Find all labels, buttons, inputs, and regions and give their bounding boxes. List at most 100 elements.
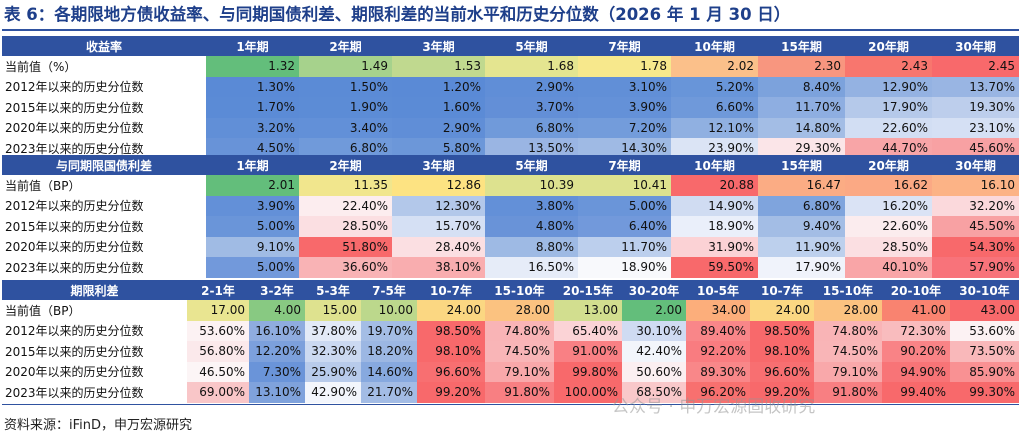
value-cell: 18.90% [671,216,758,237]
yield-table: 收益率 1年期 2年期 3年期 5年期 7年期 10年期 15年期 20年期 30年期 当前值（%）… [2,36,1019,159]
value-cell: 42.40% [622,341,686,362]
value-cell: 28.00 [485,300,554,321]
value-cell: 1.68 [485,56,578,77]
value-cell: 94.90% [882,361,950,382]
table-row: 2012年以来的历史分位数 53.60% 16.10% 37.80% 19.70% 98.… [2,320,1019,341]
value-cell: 2.45 [932,56,1019,77]
value-cell: 5.20% [671,76,758,97]
row-label: 2020年以来的历史分位数 [5,365,144,380]
row-label: 2012年以来的历史分位数 [5,199,144,214]
value-cell: 99.40% [882,382,950,403]
value-cell: 10.00 [361,300,417,321]
table-row: 2020年以来的历史分位数 9.10% 51.80% 28.40% 8.80% 11.70… [2,236,1019,257]
row-label: 当前值（BP） [5,178,81,193]
value-cell: 3.40% [299,117,392,138]
value-cell: 96.20% [686,382,750,403]
value-cell: 1.50% [299,76,392,97]
value-cell: 1.30% [206,76,299,97]
value-cell: 96.60% [750,361,814,382]
row-label: 2023年以来的历史分位数 [5,260,144,275]
column-header: 2年期 [299,36,392,56]
value-cell: 2.90% [485,76,578,97]
value-cell: 23.10% [932,117,1019,138]
value-cell: 11.90% [758,236,845,257]
value-cell: 2.00 [622,300,686,321]
row-label: 当前值（%） [5,59,77,74]
column-header: 15-10年 [814,280,882,300]
column-header: 20年期 [845,155,932,175]
value-cell: 3.90% [206,195,299,216]
value-cell: 99.80% [554,361,622,382]
column-header: 3-2年 [249,280,305,300]
value-cell: 25.90% [305,361,361,382]
value-cell: 59.50% [671,257,758,278]
value-cell: 99.20% [417,382,485,403]
value-cell: 1.70% [206,97,299,118]
value-cell: 14.90% [671,195,758,216]
value-cell: 56.80% [187,341,249,362]
column-header: 2年期 [299,155,392,175]
value-cell: 12.86 [392,175,485,196]
value-cell: 5.80% [392,138,485,159]
value-cell: 14.60% [361,361,417,382]
value-cell: 46.50% [187,361,249,382]
column-header: 20-15年 [554,280,622,300]
row-label: 2015年以来的历史分位数 [5,344,144,359]
value-cell: 99.30% [950,382,1019,403]
value-cell: 14.80% [758,117,845,138]
value-cell: 3.90% [578,97,671,118]
value-cell: 9.10% [206,236,299,257]
value-cell: 3.20% [206,117,299,138]
value-cell: 6.80% [299,138,392,159]
column-header: 3年期 [392,155,485,175]
value-cell: 10.39 [485,175,578,196]
value-cell: 53.60% [187,320,249,341]
value-cell: 3.70% [485,97,578,118]
value-cell: 91.80% [485,382,554,403]
value-cell: 13.10% [249,382,305,403]
section-title: 收益率 [2,36,206,56]
value-cell: 72.30% [882,320,950,341]
value-cell: 16.10% [249,320,305,341]
value-cell: 7.20% [578,117,671,138]
value-cell: 22.40% [299,195,392,216]
value-cell: 21.70% [361,382,417,403]
row-label: 2023年以来的历史分位数 [5,141,144,156]
value-cell: 15.70% [392,216,485,237]
value-cell: 28.40% [392,236,485,257]
value-cell: 74.50% [814,341,882,362]
value-cell: 98.50% [417,320,485,341]
value-cell: 54.30% [932,236,1019,257]
value-cell: 12.90% [845,76,932,97]
value-cell: 13.00 [554,300,622,321]
value-cell: 65.40% [554,320,622,341]
column-header: 10年期 [671,155,758,175]
value-cell: 8.40% [758,76,845,97]
value-cell: 100.00% [554,382,622,403]
value-cell: 1.49 [299,56,392,77]
value-cell: 10.41 [578,175,671,196]
value-cell: 79.10% [485,361,554,382]
value-cell: 17.00 [187,300,249,321]
title-rule [2,29,1019,31]
value-cell: 1.53 [392,56,485,77]
term-spread-table: 期限利差 2-1年 3-2年 5-3年 7-5年 10-7年 15-10年 20-15年 30-… [2,280,1019,403]
value-cell: 16.20% [845,195,932,216]
bottom-rule [2,404,1019,405]
table-row: 2015年以来的历史分位数 5.00% 28.50% 15.70% 4.80% 6.40%… [2,216,1019,237]
value-cell: 1.20% [392,76,485,97]
value-cell: 12.20% [249,341,305,362]
column-header: 30-10年 [950,280,1019,300]
value-cell: 2.43 [845,56,932,77]
value-cell: 20.88 [671,175,758,196]
value-cell: 32.30% [305,341,361,362]
value-cell: 91.80% [814,382,882,403]
value-cell: 90.20% [882,341,950,362]
value-cell: 2.90% [392,117,485,138]
value-cell: 51.80% [299,236,392,257]
value-cell: 1.78 [578,56,671,77]
value-cell: 17.90% [758,257,845,278]
value-cell: 74.50% [485,341,554,362]
column-header: 1年期 [206,36,299,56]
section-title: 与同期限国债利差 [2,155,206,175]
